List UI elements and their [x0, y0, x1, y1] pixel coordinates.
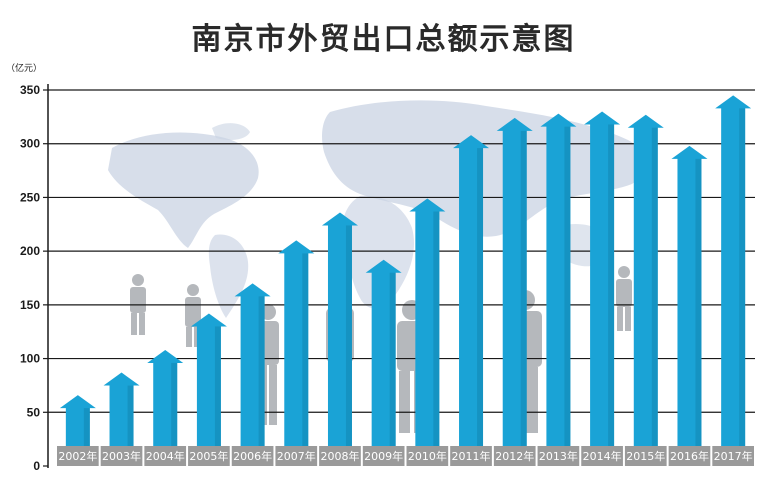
x-tick-label: 2016年: [670, 449, 709, 463]
bar: [103, 372, 140, 446]
x-tick-label: 2017年: [714, 449, 753, 463]
x-label-box: [100, 446, 143, 466]
y-tick-label: 300: [20, 137, 40, 151]
bar-shade: [127, 385, 134, 446]
bar-group: [715, 95, 752, 446]
x-label-box: [450, 446, 492, 466]
y-tick-label: 350: [20, 83, 40, 97]
y-tick-label: 50: [27, 405, 41, 419]
bar-shade: [477, 148, 484, 446]
x-tick-label: 2008年: [320, 449, 359, 463]
bar: [59, 395, 96, 446]
bar-shade: [214, 326, 221, 446]
x-label-box: [624, 446, 667, 466]
bar-group: [321, 212, 358, 446]
bar-group: [103, 372, 140, 446]
bar: [147, 349, 184, 446]
bar-group: [584, 111, 621, 446]
bar: [278, 240, 315, 446]
bar-group: [496, 117, 533, 446]
bar-shade: [651, 127, 658, 447]
x-axis-labels: 2002年 2003年 2004年 2005年 2006年 2007年 2008年 2009年…: [57, 446, 754, 466]
bar-shade: [171, 362, 178, 446]
x-tick-label: 2004年: [146, 449, 185, 463]
bar-group: [147, 349, 184, 446]
x-label-box: [581, 446, 623, 466]
bar-group: [190, 313, 227, 446]
x-label-box: [668, 446, 711, 466]
y-tick-label: 0: [33, 459, 40, 473]
y-tick-label: 150: [20, 298, 40, 312]
bar-shade: [695, 158, 702, 446]
bar-shade: [608, 124, 615, 446]
x-label-box: [362, 446, 405, 466]
x-label-box: [188, 446, 230, 466]
bar-shade: [564, 126, 571, 447]
bar-group: [409, 198, 446, 446]
x-tick-label: 2003年: [102, 449, 141, 463]
y-axis-unit: （亿元）: [6, 64, 43, 74]
x-tick-label: 2013年: [539, 449, 578, 463]
axes: 0 50 100 150 200 250 300 350: [20, 83, 49, 473]
bars: [59, 95, 752, 447]
x-tick-label: 2006年: [233, 449, 272, 463]
y-tick-label: 250: [20, 190, 40, 204]
bar-group: [234, 283, 271, 446]
bar-shade: [83, 408, 90, 446]
x-label-box: [57, 446, 99, 466]
bar: [671, 145, 708, 446]
x-tick-label: 2015年: [626, 449, 665, 463]
x-label-box: [406, 446, 449, 466]
x-tick-label: 2002年: [58, 449, 97, 463]
bar-group: [671, 145, 708, 446]
x-tick-label: 2011年: [452, 449, 491, 463]
bar-group: [540, 113, 577, 447]
x-tick-label: 2009年: [364, 449, 403, 463]
chart-title: 南京市外贸出口总额示意图: [191, 22, 576, 57]
bar-shade: [389, 272, 396, 446]
bar-group: [453, 135, 490, 446]
x-label-box: [493, 446, 536, 466]
x-tick-label: 2005年: [189, 449, 228, 463]
x-label-box: [231, 446, 274, 466]
x-label-box: [712, 446, 754, 466]
x-label-box: [144, 446, 187, 466]
x-tick-label: 2012年: [495, 449, 534, 463]
x-tick-label: 2014年: [583, 449, 622, 463]
bar-shade: [520, 130, 527, 446]
bar-group: [278, 240, 315, 446]
x-label-box: [275, 446, 318, 466]
y-tick-label: 100: [20, 352, 40, 366]
bar-group: [365, 259, 402, 446]
bar-group: [627, 114, 664, 447]
bar-shade: [258, 296, 265, 446]
bar: [715, 95, 752, 446]
bar-shade: [345, 225, 352, 446]
x-tick-label: 2010年: [408, 449, 447, 463]
bar-shade: [302, 253, 309, 446]
bar-group: [59, 395, 96, 446]
x-tick-label: 2007年: [277, 449, 316, 463]
bar-shade: [433, 211, 440, 446]
x-label-box: [537, 446, 580, 466]
y-tick-label: 200: [20, 244, 40, 258]
bar-shade: [739, 108, 746, 446]
x-label-box: [319, 446, 361, 466]
